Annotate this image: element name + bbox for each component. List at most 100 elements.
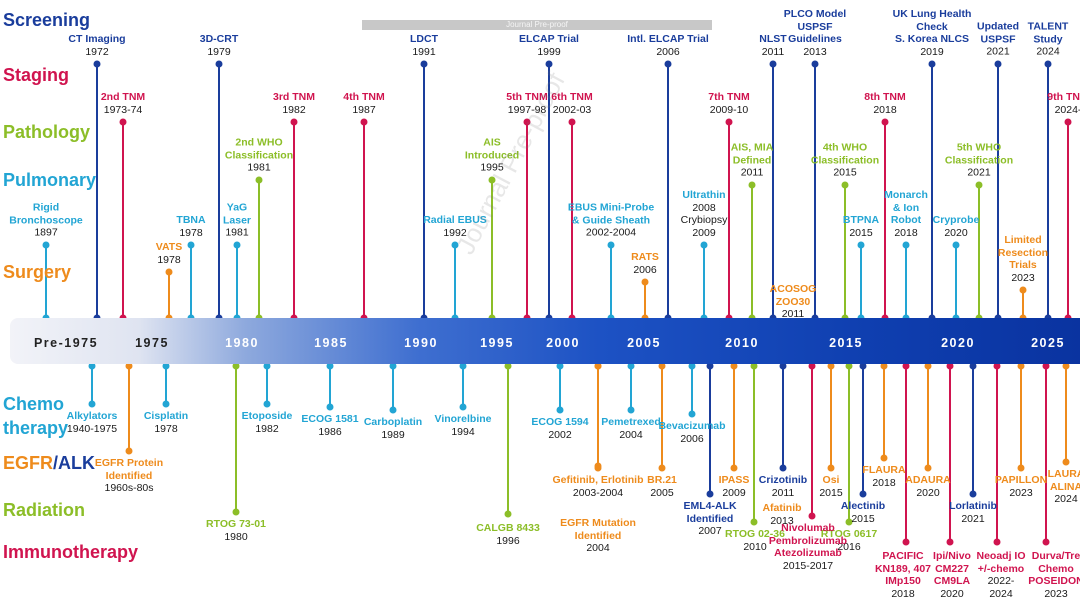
event-label: EGFR Mutation Identified 2004 — [560, 517, 636, 555]
event-year: 2021 — [986, 45, 1010, 58]
event-dot — [924, 362, 932, 370]
event-title: EBUS Mini-Probe — [567, 201, 655, 214]
event-label: ECOG 1581 1986 — [301, 413, 358, 438]
event-label: Limited Resection Trials 2023 — [998, 234, 1048, 284]
event-title: Atezolizumab — [774, 547, 842, 559]
event-title: CT Imaging — [68, 33, 126, 45]
event-label: Afatinib 2013 — [762, 502, 801, 527]
event-label: Radial EBUS 1992 — [423, 214, 487, 239]
event-year: 1972 — [85, 45, 109, 58]
event-title: CALGB 8433 — [476, 522, 540, 534]
event-label: VATS 1978 — [156, 241, 182, 266]
event-label: CT Imaging 1972 — [68, 33, 125, 58]
event-label: BTPNA 2015 — [843, 214, 879, 239]
event-dot — [187, 241, 195, 249]
event-dot — [1062, 458, 1070, 466]
event-dot — [841, 181, 849, 189]
event-dot — [1019, 286, 1027, 294]
event-title: Vinorelbine — [434, 413, 492, 425]
event-title: Laser — [222, 214, 252, 226]
event-dot — [607, 241, 615, 249]
event-year: Crybiopsy — [680, 214, 728, 226]
event-dot — [568, 118, 576, 126]
event-dot — [859, 490, 867, 498]
event-dot — [827, 464, 835, 472]
event-dot — [880, 362, 888, 370]
event-year: 1992 — [443, 226, 467, 239]
event-dot — [880, 454, 888, 462]
event-dot — [1064, 118, 1072, 126]
timeline-axis-band — [10, 318, 1080, 364]
event-title: Limited — [1004, 234, 1042, 246]
event-title: Robot — [890, 214, 922, 226]
event-dot — [700, 241, 708, 249]
event-title: Alectinib — [840, 500, 886, 512]
event-year: 1997-98 — [507, 103, 547, 116]
event-label: 3D-CRT 1979 — [200, 33, 239, 58]
event-title: Check — [916, 20, 948, 33]
event-label: 4th WHO Classification 2015 — [811, 142, 879, 180]
event-label: 3rd TNM 1982 — [273, 91, 315, 116]
event-label: CALGB 8433 1996 — [476, 522, 540, 547]
event-dot — [165, 268, 173, 276]
event-title: Updated — [977, 20, 1019, 33]
event-year: 2024 — [1054, 493, 1078, 505]
event-dot — [928, 60, 936, 68]
event-title: RTOG 02-36 — [725, 528, 785, 540]
event-label: UK Lung Health Check S. Korea NLCS 2019 — [893, 8, 972, 58]
event-label: 5th TNM 1997-98 — [506, 91, 547, 116]
event-label: AIS, MIA Defined 2011 — [731, 142, 774, 180]
event-year: 1973-74 — [103, 103, 143, 116]
event-title: Classification — [224, 149, 294, 161]
event-title: EGFR Mutation — [560, 517, 636, 529]
event-year: 2010 — [743, 540, 767, 553]
event-title: 5th TNM — [506, 91, 548, 103]
event-year: 1978 — [154, 422, 178, 435]
event-dot — [748, 181, 756, 189]
event-year: 1999 — [537, 45, 561, 58]
event-title: RTOG 0617 — [820, 528, 878, 540]
event-title: LDCT — [410, 33, 438, 45]
event-label: TBNA 1978 — [176, 214, 205, 239]
event-dot — [233, 241, 241, 249]
event-label: YaG Laser 1981 — [223, 202, 251, 240]
category-label: Surgery — [3, 262, 72, 282]
event-label: 9th TNM2024- — [1047, 91, 1080, 116]
event-dot — [993, 362, 1001, 370]
event-label: Ipi/Nivo CM227 CM9LA 2020 — [933, 550, 971, 600]
event-dot — [523, 118, 531, 126]
event-title: EGFR Protein — [94, 457, 164, 469]
category-label: Pulmonary — [3, 170, 97, 190]
event-title: PAPILLON — [994, 474, 1048, 486]
event-label: 8th TNM 2018 — [864, 91, 905, 116]
event-year: 1982 — [282, 103, 306, 116]
event-year: 1981 — [225, 226, 249, 239]
event-dot — [706, 490, 714, 498]
axis-year-label: 1985 — [314, 336, 348, 350]
event-dot — [389, 362, 397, 370]
event-title: Identified — [686, 512, 734, 525]
category-label: Chemo — [3, 394, 65, 414]
event-dot — [420, 60, 428, 68]
event-label: TALENT Study 2024 — [1028, 21, 1069, 59]
event-title: Lorlatinib — [949, 500, 997, 512]
event-year: 2009 — [692, 226, 716, 239]
event-dot — [627, 362, 635, 370]
event-dot — [88, 362, 96, 370]
event-dot — [255, 176, 263, 184]
event-title: LAURA — [1047, 468, 1080, 480]
event-title: Pembrolizumab — [768, 534, 848, 547]
event-year: 2002 — [548, 428, 572, 441]
event-title: TALENT — [1027, 20, 1069, 33]
event-dot — [125, 447, 133, 455]
axis-year-label: Pre-1975 — [33, 336, 99, 350]
event-dot — [994, 60, 1002, 68]
event-year: 2015 — [819, 486, 843, 499]
event-year: 1991 — [412, 45, 436, 58]
event-dot — [730, 362, 738, 370]
event-dot — [215, 60, 223, 68]
event-label: Durva/Tre Chemo POSEIDON 2023 — [1028, 550, 1080, 600]
event-label: ADAURA 2020 — [905, 474, 951, 499]
axis-year-label: 1980 — [225, 336, 259, 350]
event-dot — [488, 176, 496, 184]
